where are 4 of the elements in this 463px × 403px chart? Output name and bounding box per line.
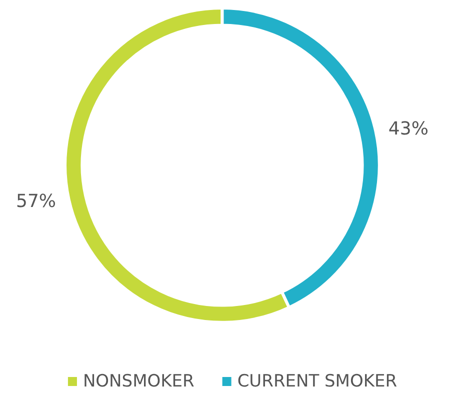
data-label: 57% (16, 190, 56, 212)
legend-label: NONSMOKER (82, 372, 195, 392)
data-label: 43% (388, 118, 428, 140)
legend-label: CURRENT SMOKER (237, 372, 398, 392)
